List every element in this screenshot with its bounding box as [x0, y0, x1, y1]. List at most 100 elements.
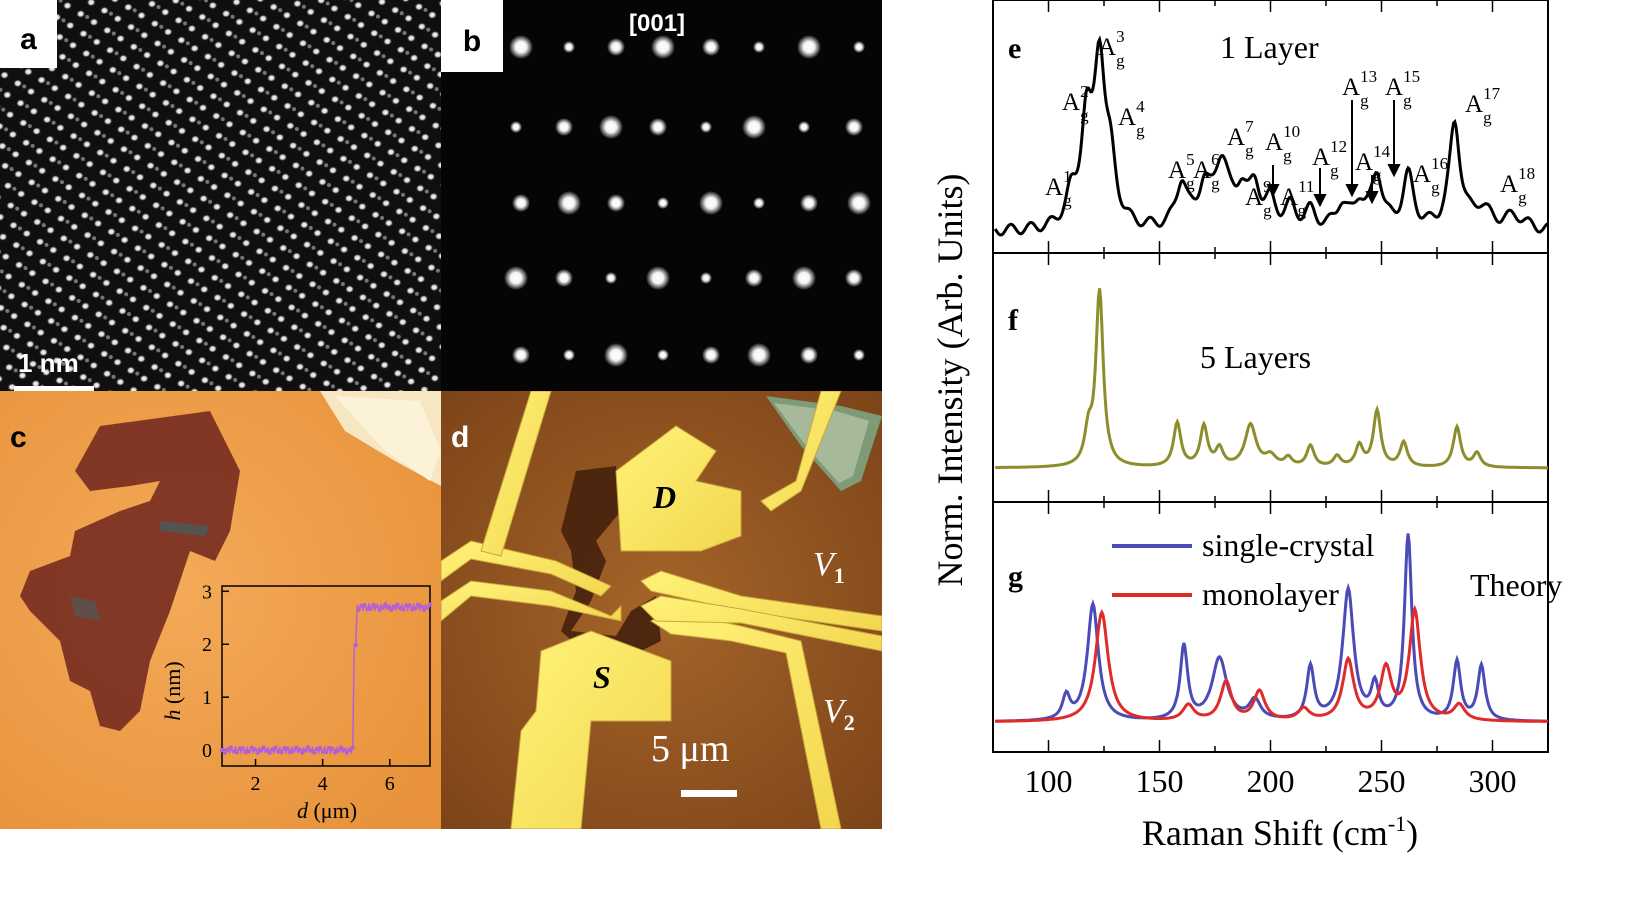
- afm-point: [264, 748, 269, 753]
- afm-point: [255, 750, 260, 755]
- diffraction-spot: [853, 41, 865, 53]
- diffraction-spot: [745, 269, 763, 287]
- x-tick-label: 100: [1025, 763, 1073, 799]
- diffraction-spot: [797, 35, 821, 59]
- afm-point: [383, 602, 388, 607]
- afm-point: [386, 605, 391, 610]
- diffraction-spot: [845, 118, 863, 136]
- diffraction-spot: [555, 118, 573, 136]
- afm-point: [407, 603, 412, 608]
- diffraction-spot: [557, 191, 581, 215]
- afm-point: [267, 750, 272, 755]
- diffraction-spot: [512, 346, 530, 364]
- afm-point: [303, 747, 308, 753]
- diffraction-spot: [555, 269, 573, 287]
- afm-height-profile-inset: 2 4 6 0 1 2 3 h (nm) d (μm): [160, 581, 433, 823]
- peak-label-ag15: A15 g: [1385, 67, 1420, 110]
- afm-ytick-label: 3: [202, 581, 212, 603]
- legend-label-single-crystal: single-crystal: [1202, 527, 1375, 563]
- peak-label-ag14: A14 g: [1355, 142, 1391, 185]
- diffraction-spots: [504, 35, 871, 367]
- y-axis-label: Norm. Intensity (Arb. Units): [930, 174, 970, 587]
- spectrum-line-monolayer: [995, 604, 1548, 723]
- afm-point: [338, 745, 344, 750]
- diffraction-spot: [607, 194, 625, 212]
- spectrum-line-single-crystal: [995, 533, 1549, 723]
- peak-label-ag3: A3 g: [1098, 27, 1125, 70]
- peak-label-ag1: A1 g: [1045, 167, 1072, 210]
- afm-point: [374, 603, 379, 609]
- diffraction-spot: [605, 272, 617, 284]
- afm-ytick-label: 1: [202, 687, 212, 709]
- panel-a-scale-bar: [14, 386, 94, 391]
- raman-figure: 100 150 200 250 300 Norm. Intensity (Arb. Un…: [930, 0, 1562, 853]
- diffraction-spot: [607, 38, 625, 56]
- panel-d-device-image: d D S V1 V2 5 μm: [441, 391, 882, 829]
- diffraction-spot: [742, 115, 766, 139]
- diffraction-spot: [504, 266, 528, 290]
- diffraction-spot: [509, 35, 533, 59]
- drain-label: D: [653, 479, 677, 515]
- peak-label-ag16: A16 g: [1413, 154, 1448, 197]
- diffraction-spot: [563, 41, 575, 53]
- afm-point: [389, 607, 394, 613]
- legend-label-monolayer: monolayer: [1202, 576, 1339, 612]
- afm-point: [240, 746, 245, 751]
- panel-a-label: a: [0, 0, 57, 68]
- afm-point: [273, 745, 278, 750]
- afm-point: [335, 748, 341, 754]
- panel-f-frame: [992, 252, 1549, 503]
- diffraction-spot: [657, 197, 669, 209]
- panel-d-scale-label: 5 μm: [651, 728, 730, 770]
- v2-label: V2: [823, 693, 855, 735]
- diffraction-spot: [646, 266, 670, 290]
- afm-point: [291, 749, 296, 754]
- panel-f-title: 5 Layers: [1200, 339, 1311, 375]
- diffraction-spot: [699, 191, 723, 215]
- diffraction-spot: [512, 194, 530, 212]
- x-tick-label: 150: [1136, 763, 1184, 799]
- afm-point: [418, 604, 424, 609]
- peak-label-ag7: A7 g: [1227, 117, 1254, 160]
- peak-arrow-head: [1266, 184, 1280, 198]
- afm-point: [424, 605, 430, 610]
- afm-point: [246, 749, 251, 754]
- panel-a-stem-image: a 1 nm: [0, 0, 441, 391]
- diffraction-spot: [510, 121, 522, 133]
- diffraction-spot: [563, 349, 575, 361]
- afm-point: [323, 749, 329, 755]
- panel-e-label: e: [1008, 32, 1021, 65]
- panel-e-title: 1 Layer: [1220, 29, 1319, 65]
- afm-point: [285, 746, 290, 751]
- afm-point: [234, 750, 240, 755]
- diffraction-spot: [700, 272, 712, 284]
- afm-point: [305, 745, 311, 750]
- diffraction-spot: [847, 191, 871, 215]
- afm-point: [353, 642, 358, 648]
- x-axis-label: Raman Shift (cm-1): [1142, 811, 1418, 853]
- peak-label-ag10: A10 g: [1265, 122, 1300, 165]
- afm-point: [350, 745, 355, 750]
- afm-plot-area: [221, 585, 431, 767]
- diffraction-spot: [792, 266, 816, 290]
- afm-point: [261, 745, 266, 750]
- afm-xtick-label: 6: [385, 773, 395, 795]
- diffraction-spot: [604, 343, 628, 367]
- source-label: S: [593, 659, 611, 695]
- afm-height-trace: [221, 602, 431, 756]
- afm-xtick-label: 4: [318, 773, 328, 795]
- peak-label-ag5: A5 g: [1168, 150, 1195, 193]
- diffraction-spot: [700, 121, 712, 133]
- afm-xtick-label: 2: [251, 773, 261, 795]
- peak-label-ag4: A4 g: [1118, 97, 1145, 140]
- peak-label-ag17: A17 g: [1465, 84, 1501, 127]
- spectrum-line-5-layers: [995, 288, 1548, 470]
- afm-point: [311, 750, 317, 755]
- panel-b-diffraction: b [001]: [441, 0, 882, 391]
- diffraction-spot: [747, 343, 771, 367]
- afm-point: [401, 607, 406, 612]
- diffraction-spot: [800, 194, 818, 212]
- x-tick-label: 250: [1358, 763, 1406, 799]
- panel-b-label: b: [441, 0, 503, 72]
- panel-c-optical-image: c 2 4 6 0 1 2 3 h (nm) d (μm): [0, 391, 441, 829]
